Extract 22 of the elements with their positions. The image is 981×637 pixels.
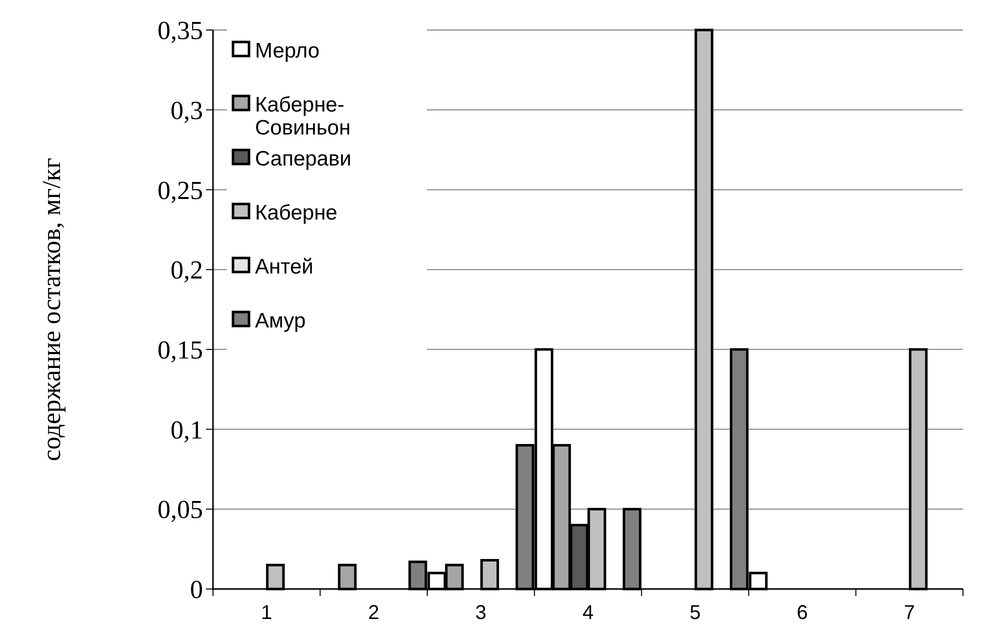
x-tick-label: 2 <box>368 602 380 624</box>
legend-label: Каберне-Совиньон <box>255 93 351 140</box>
legend-label: Амур <box>255 309 306 332</box>
y-tick-label: 0,25 <box>158 176 203 205</box>
x-tick-label: 1 <box>261 602 272 624</box>
y-axis-title: содержание остатков, мг/кг <box>37 158 66 462</box>
y-tick-label: 0,2 <box>170 256 203 285</box>
x-tick-label: 3 <box>475 602 486 624</box>
y-tick-label: 0,15 <box>158 336 203 365</box>
legend-label: Антей <box>255 255 314 278</box>
y-tick-label: 0,1 <box>170 415 203 444</box>
legend-label: Каберне <box>255 201 338 224</box>
y-tick-label: 0,05 <box>158 495 203 524</box>
y-tick-label: 0,3 <box>170 96 203 125</box>
y-tick-label: 0,35 <box>158 16 203 46</box>
x-tick-label: 4 <box>582 602 594 624</box>
x-tick-label: 6 <box>796 602 808 624</box>
y-tick-label: 0 <box>190 575 203 604</box>
legend-label: Саперави <box>255 147 352 170</box>
x-tick-label: 5 <box>690 602 701 624</box>
legend-label: Мерло <box>255 39 320 62</box>
x-tick-label: 7 <box>904 602 915 624</box>
